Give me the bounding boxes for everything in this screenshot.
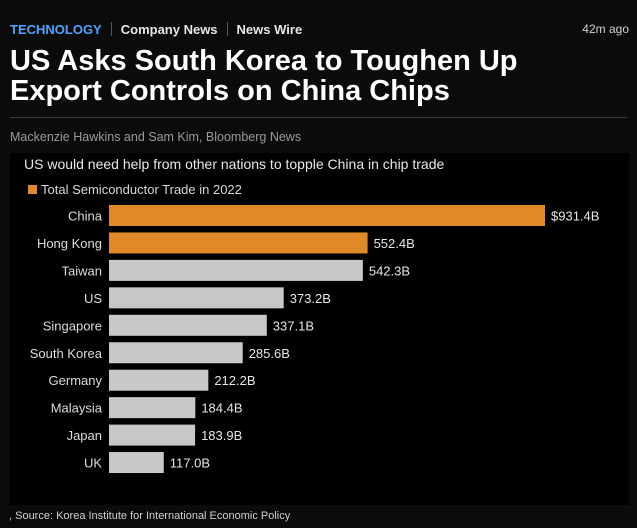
value-label: 373.2B (290, 291, 331, 306)
tag-news-wire[interactable]: News Wire (236, 22, 303, 37)
category-label: Malaysia (51, 401, 103, 416)
category-label: Singapore (43, 318, 102, 333)
bar (109, 259, 363, 281)
timestamp: 42m ago (582, 22, 629, 36)
section-tag-technology[interactable]: TECHNOLOGY (10, 22, 102, 37)
value-label: 212.2B (214, 373, 255, 388)
category-label: Germany (49, 373, 103, 388)
category-label: Japan (67, 428, 102, 443)
tag-company-news[interactable]: Company News (120, 22, 218, 37)
chart-legend: Total Semiconductor Trade in 2022 (28, 182, 242, 197)
bar (109, 452, 164, 474)
value-label: 184.4B (201, 401, 242, 416)
category-label: South Korea (30, 346, 103, 361)
legend-swatch (28, 185, 37, 194)
byline: Mackenzie Hawkins and Sam Kim, Bloomberg… (10, 130, 302, 144)
article-headline: US Asks South Korea to Toughen Up Export… (10, 45, 518, 107)
divider (10, 117, 627, 118)
chart-panel: China $931.4B Hong Kong 552.4B Taiwan 542.3B U… (10, 153, 629, 505)
bar-chart: China $931.4B Hong Kong 552.4B Taiwan 542.3B U… (30, 205, 599, 474)
value-label: 285.6B (249, 346, 290, 361)
value-label: $931.4B (551, 209, 599, 224)
chart-source: , Source: Korea Institute for Internatio… (9, 510, 291, 522)
tag-divider (110, 22, 112, 36)
category-label: China (68, 209, 103, 224)
bar (109, 205, 545, 226)
chart-title: US would need help from other nations to… (24, 156, 445, 172)
section-nav: TECHNOLOGY Company News News Wire 42m ago (10, 22, 629, 40)
bar (109, 424, 196, 446)
value-label: 542.3B (369, 263, 410, 278)
category-label: UK (84, 456, 102, 471)
bar (109, 369, 209, 391)
category-label: Taiwan (62, 263, 102, 278)
value-label: 552.4B (374, 236, 415, 251)
bar (109, 314, 267, 336)
bar (109, 397, 196, 419)
value-label: 183.9B (201, 428, 242, 443)
value-label: 337.1B (273, 318, 314, 333)
tag-divider (226, 22, 228, 36)
bar (109, 232, 368, 254)
category-label: Hong Kong (37, 236, 102, 251)
bar (109, 287, 284, 309)
bar (109, 342, 243, 364)
legend-label: Total Semiconductor Trade in 2022 (41, 182, 242, 197)
category-label: US (84, 291, 102, 306)
value-label: 117.0B (170, 456, 210, 471)
